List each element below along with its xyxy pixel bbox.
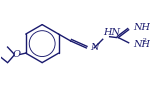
Text: 2: 2 (142, 38, 146, 43)
Text: N: N (90, 43, 98, 52)
Text: NH: NH (133, 23, 150, 32)
Text: HN: HN (104, 28, 121, 37)
Text: NH: NH (133, 40, 150, 49)
Text: O: O (13, 50, 21, 59)
